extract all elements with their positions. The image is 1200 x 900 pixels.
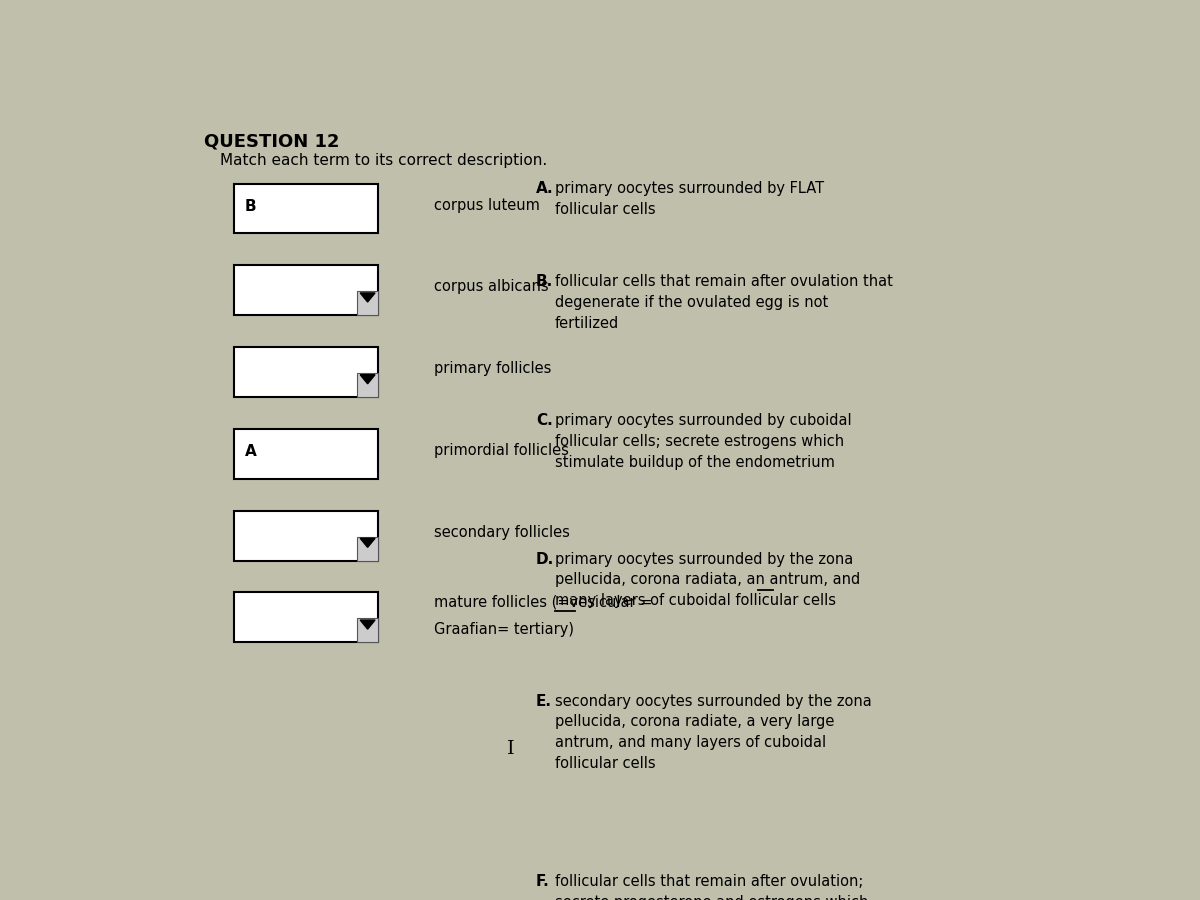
Text: stimulate buildup of the endometrium: stimulate buildup of the endometrium (554, 454, 834, 470)
Text: many layers of cuboidal follicular cells: many layers of cuboidal follicular cells (554, 593, 835, 608)
FancyBboxPatch shape (358, 373, 378, 397)
Text: secondary follicles: secondary follicles (433, 525, 570, 540)
Polygon shape (360, 292, 376, 302)
FancyBboxPatch shape (234, 429, 378, 479)
Text: corpus albicans: corpus albicans (433, 279, 548, 294)
Text: secondary oocytes surrounded by the zona: secondary oocytes surrounded by the zona (554, 694, 871, 708)
Text: B: B (245, 199, 257, 214)
Text: F.: F. (536, 874, 550, 889)
Polygon shape (360, 620, 376, 629)
Text: primary oocytes surrounded by cuboidal: primary oocytes surrounded by cuboidal (554, 413, 851, 428)
Polygon shape (360, 538, 376, 547)
FancyBboxPatch shape (358, 292, 378, 315)
Text: primary oocytes surrounded by the zona: primary oocytes surrounded by the zona (554, 552, 853, 566)
Text: D.: D. (536, 552, 554, 566)
FancyBboxPatch shape (234, 592, 378, 643)
Text: secrete progesterone and estrogens which: secrete progesterone and estrogens which (554, 895, 868, 900)
Text: follicular cells that remain after ovulation that: follicular cells that remain after ovula… (554, 274, 893, 289)
FancyBboxPatch shape (358, 618, 378, 643)
FancyBboxPatch shape (358, 536, 378, 561)
Text: B.: B. (536, 274, 553, 289)
Text: Graafian= tertiary): Graafian= tertiary) (433, 622, 574, 637)
Text: A.: A. (536, 181, 553, 196)
FancyBboxPatch shape (234, 347, 378, 397)
FancyBboxPatch shape (234, 510, 378, 561)
Text: pellucida, corona radiata, an antrum, and: pellucida, corona radiata, an antrum, an… (554, 572, 859, 588)
FancyBboxPatch shape (234, 184, 378, 233)
Text: primordial follicles: primordial follicles (433, 443, 569, 458)
Text: antrum, and many layers of cuboidal: antrum, and many layers of cuboidal (554, 735, 826, 751)
Text: QUESTION 12: QUESTION 12 (204, 132, 340, 150)
Polygon shape (360, 374, 376, 383)
Text: pellucida, corona radiate, a very large: pellucida, corona radiate, a very large (554, 715, 834, 729)
Text: C.: C. (536, 413, 553, 428)
FancyBboxPatch shape (234, 266, 378, 315)
Text: degenerate if the ovulated egg is not: degenerate if the ovulated egg is not (554, 295, 828, 310)
Text: follicular cells: follicular cells (554, 202, 655, 217)
Text: A: A (245, 445, 257, 459)
Text: I: I (508, 740, 515, 758)
Text: follicular cells: follicular cells (554, 756, 655, 771)
Text: primary oocytes surrounded by FLAT: primary oocytes surrounded by FLAT (554, 181, 823, 196)
Text: follicular cells that remain after ovulation;: follicular cells that remain after ovula… (554, 874, 863, 889)
Text: primary follicles: primary follicles (433, 361, 551, 376)
Text: follicular cells; secrete estrogens which: follicular cells; secrete estrogens whic… (554, 434, 844, 449)
Text: Match each term to its correct description.: Match each term to its correct descripti… (220, 153, 547, 168)
Text: mature follicles (=vesicular =: mature follicles (=vesicular = (433, 595, 652, 609)
Text: E.: E. (536, 694, 552, 708)
Text: fertilized: fertilized (554, 316, 619, 331)
Text: corpus luteum: corpus luteum (433, 197, 540, 212)
